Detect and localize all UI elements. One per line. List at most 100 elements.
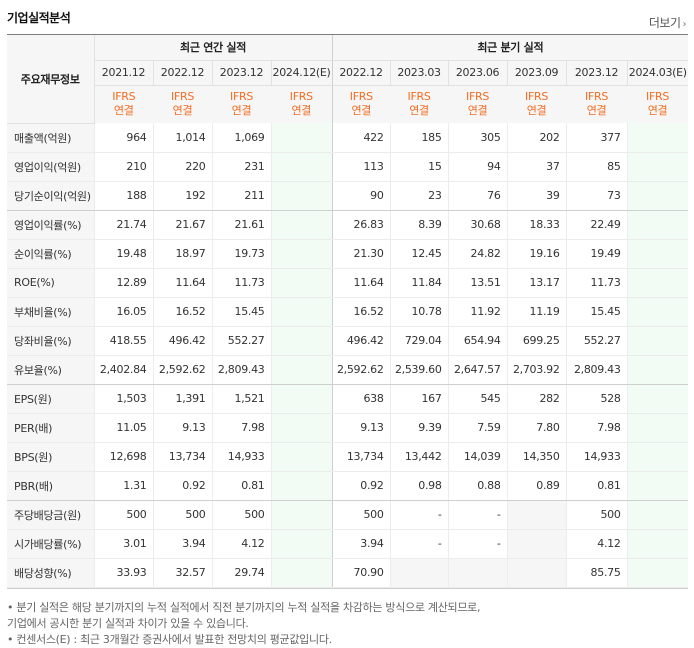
- table-cell: 7.80: [506, 413, 567, 443]
- table-cell: 1,503: [93, 384, 153, 414]
- table-cell: 85.75: [565, 558, 628, 588]
- table-cell: 729.04: [389, 326, 449, 356]
- table-cell: 500: [331, 500, 391, 530]
- table-cell: 3.01: [93, 529, 153, 559]
- table-cell: 15: [389, 152, 449, 182]
- row-header-label: 주요재무정보: [7, 35, 95, 124]
- table-cell: [626, 239, 689, 269]
- row-label: 부채비율(%): [7, 297, 94, 327]
- table-cell: 638: [331, 384, 391, 414]
- table-cell: [270, 268, 333, 298]
- table-cell: [626, 326, 689, 356]
- table-cell: 202: [506, 123, 567, 153]
- table-cell: 13,442: [389, 442, 449, 472]
- table-cell: 500: [211, 500, 271, 530]
- ifrs-top: IFRS: [646, 90, 670, 104]
- table-cell: 211: [211, 181, 271, 211]
- table-cell: 24.82: [447, 239, 508, 269]
- table-cell: 15.45: [565, 297, 628, 327]
- footnote-3: • 컨센서스(E) : 최근 3개월간 증권사에서 발표한 전망치의 평균값입니…: [7, 633, 332, 646]
- table-cell: 9.39: [389, 413, 449, 443]
- table-cell: [270, 210, 333, 240]
- table-cell: [626, 413, 689, 443]
- table-cell: 29.74: [211, 558, 271, 588]
- table-cell: 422: [331, 123, 391, 153]
- ifrs-top: IFRS: [525, 90, 549, 104]
- table-cell: 0.89: [506, 471, 567, 501]
- table-cell: [270, 181, 333, 211]
- table-cell: 964: [93, 123, 153, 153]
- table-cell: [447, 558, 508, 588]
- table-cell: [626, 355, 689, 385]
- table-cell: [270, 558, 333, 588]
- table-cell: 12.89: [93, 268, 153, 298]
- ifrs-bottom: 연결: [586, 104, 607, 118]
- row-label: 영업이익률(%): [7, 210, 94, 240]
- table-cell: 0.92: [152, 471, 212, 501]
- table-cell: [270, 413, 333, 443]
- row-label: 유보율(%): [7, 355, 94, 385]
- table-cell: [270, 500, 333, 530]
- table-cell: 2,703.92: [506, 355, 567, 385]
- table-row: BPS(원) 12,698 13,734 14,933 13,734 13,442 14,0…: [7, 442, 689, 472]
- more-link[interactable]: 더보기 ›: [649, 14, 687, 31]
- table-cell: 16.05: [93, 297, 153, 327]
- table-cell: 1,069: [211, 123, 271, 153]
- table-cell: 70.90: [331, 558, 391, 588]
- ifrs-label: IFRS 연결: [94, 85, 153, 123]
- row-label: ROE(%): [7, 268, 94, 298]
- table-row: 영업이익률(%) 21.74 21.67 21.61 26.83 8.39 30.68 18.…: [7, 210, 689, 240]
- ifrs-bottom: 연결: [291, 104, 312, 118]
- period-header: 2021.12: [94, 60, 153, 86]
- row-label: 매출액(억원): [7, 123, 94, 153]
- ifrs-bottom: 연결: [647, 104, 668, 118]
- table-cell: [626, 123, 689, 153]
- row-label: 시가배당률(%): [7, 529, 94, 559]
- ifrs-top: IFRS: [466, 90, 490, 104]
- period-header: 2024.03(E): [626, 60, 689, 86]
- table-cell: [270, 384, 333, 414]
- table-cell: [506, 558, 567, 588]
- table-cell: 39: [506, 181, 567, 211]
- table-cell: 11.19: [506, 297, 567, 327]
- table-cell: 11.84: [389, 268, 449, 298]
- table-cell: [626, 471, 689, 501]
- table-cell: 7.98: [211, 413, 271, 443]
- table-cell: [270, 123, 333, 153]
- period-header: 2023.09: [506, 60, 567, 86]
- table-cell: 496.42: [152, 326, 212, 356]
- row-label: EPS(원): [7, 384, 94, 414]
- ifrs-bottom: 연결: [351, 104, 372, 118]
- table-cell: 7.59: [447, 413, 508, 443]
- ifrs-label: IFRS 연결: [390, 85, 449, 123]
- table-cell: 500: [565, 500, 628, 530]
- table-cell: [626, 442, 689, 472]
- table-cell: 13,734: [331, 442, 391, 472]
- table-cell: 11.92: [447, 297, 508, 327]
- period-header: 2023.06: [447, 60, 508, 86]
- table-cell: 18.97: [152, 239, 212, 269]
- table-cell: 2,592.62: [331, 355, 391, 385]
- table-cell: 185: [389, 123, 449, 153]
- period-header: 2023.12: [211, 60, 271, 86]
- financial-summary-table-wrapper: 주요재무정보 최근 연간 실적 최근 분기 실적 2021.12 2022.12 2…: [7, 34, 689, 589]
- ifrs-top: IFRS: [289, 90, 313, 104]
- table-cell: [270, 529, 333, 559]
- section-title: 기업실적분석: [7, 11, 71, 25]
- table-cell: 500: [152, 500, 212, 530]
- table-cell: 305: [447, 123, 508, 153]
- period-header: 2022.12: [331, 60, 391, 86]
- table-cell: 23: [389, 181, 449, 211]
- table-cell: 4.12: [565, 529, 628, 559]
- table-cell: 11.73: [211, 268, 271, 298]
- table-cell: 14,933: [565, 442, 628, 472]
- table-cell: 12.45: [389, 239, 449, 269]
- table-cell: 210: [93, 152, 153, 182]
- table-cell: 21.30: [331, 239, 391, 269]
- table-row: 시가배당률(%) 3.01 3.94 4.12 3.94- -4.12: [7, 529, 689, 559]
- table-cell: [506, 529, 567, 559]
- table-cell: 94: [447, 152, 508, 182]
- table-cell: 0.81: [565, 471, 628, 501]
- row-label: 당기순이익(억원): [7, 181, 94, 211]
- table-cell: [506, 500, 567, 530]
